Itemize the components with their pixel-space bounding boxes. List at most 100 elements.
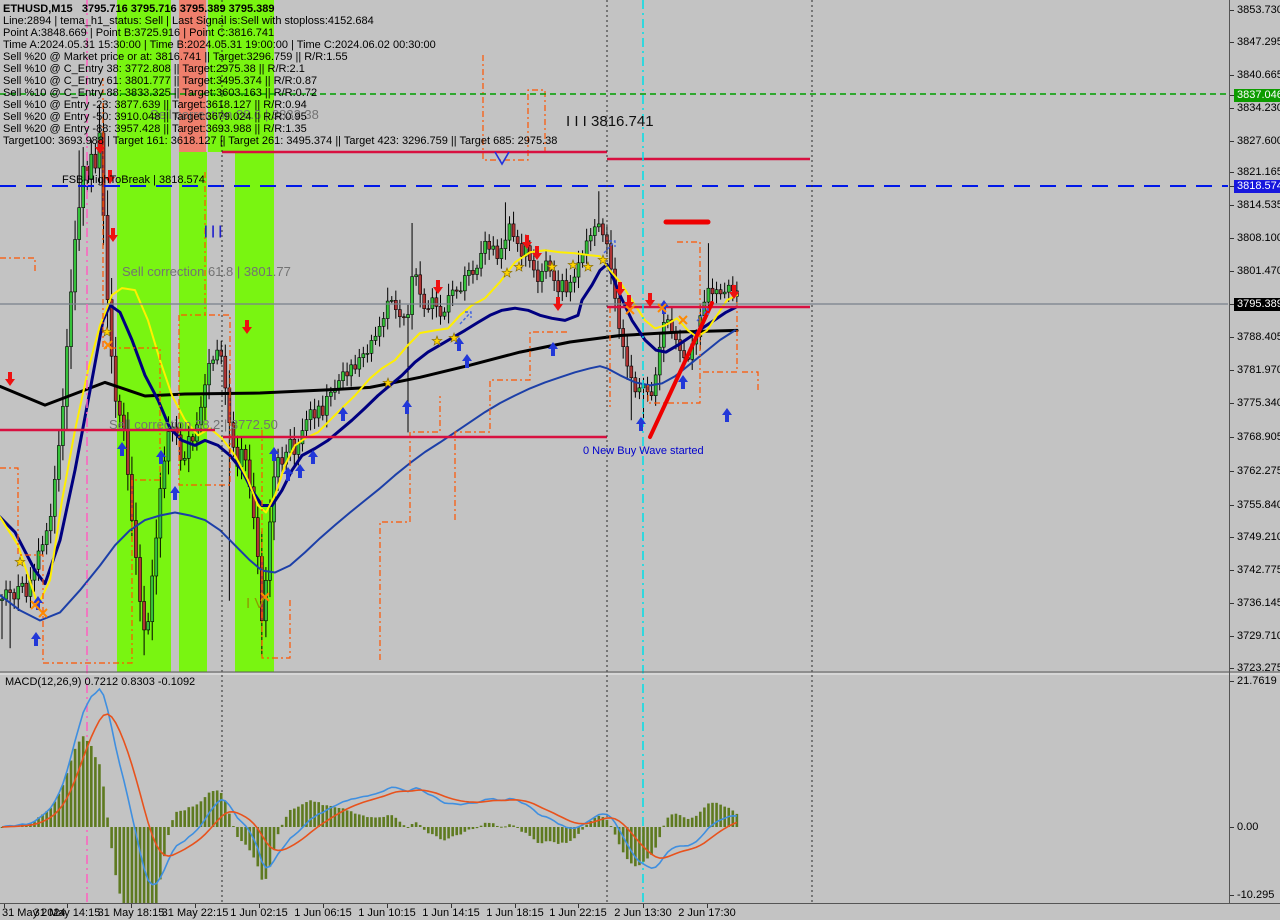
price-axis-label: -10.295 xyxy=(1237,889,1275,901)
macd-histogram-bar xyxy=(536,827,540,843)
orange-dashed-path xyxy=(0,78,161,664)
buy-arrow-icon xyxy=(678,375,688,389)
strategy-info-line: Sell %10 @ Entry -23: 3877.639 || Target… xyxy=(3,99,307,111)
macd-histogram-bar xyxy=(621,827,625,853)
time-axis-label: 31 May 18:15 xyxy=(97,907,165,919)
macd-histogram-bar xyxy=(605,819,609,827)
macd-histogram-bar xyxy=(370,817,373,827)
macd-indicator-label: MACD(12,26,9) 0.7212 0.8303 -0.1092 xyxy=(5,676,196,688)
dashed-arrow-icon xyxy=(459,311,472,325)
macd-histogram-bar xyxy=(313,801,316,827)
x-mark-icon xyxy=(260,592,270,602)
star-icon xyxy=(501,266,513,278)
macd-histogram-bar xyxy=(329,805,333,827)
macd-histogram-bar xyxy=(215,790,219,827)
macd-histogram-bar xyxy=(345,810,349,827)
sell-arrow-icon xyxy=(95,140,105,154)
price-axis-label: 21.7619 xyxy=(1237,675,1277,687)
price-tick xyxy=(1230,471,1234,472)
macd-line xyxy=(1,687,737,886)
macd-histogram-bar xyxy=(402,825,406,827)
macd-histogram-bar xyxy=(398,821,402,827)
highlight-bands xyxy=(117,0,274,672)
price-axis-label: 3821.165 xyxy=(1237,166,1280,178)
macd-histogram-bar xyxy=(463,827,467,832)
macd-histogram-bar xyxy=(528,827,532,836)
strategy-info-line: Sell %20 @ Entry -50: 3910.048 || Target… xyxy=(3,111,307,123)
star-icon xyxy=(582,260,594,272)
macd-histogram-bar xyxy=(467,827,471,830)
star-icon xyxy=(448,331,460,343)
macd-histogram-bar xyxy=(666,817,670,827)
macd-histogram-bar xyxy=(126,827,130,903)
x-mark-icon xyxy=(103,340,113,350)
macd-histogram-bar xyxy=(90,745,93,827)
time-tick xyxy=(195,904,196,908)
macd-histogram-bar xyxy=(321,805,325,827)
sell-arrow-icon xyxy=(729,285,739,299)
macd-histogram-bar xyxy=(81,736,85,827)
macd-histogram-bar xyxy=(422,827,426,830)
orange-dashed-path xyxy=(703,302,738,373)
macd-pane[interactable] xyxy=(0,687,739,920)
macd-histogram-bar xyxy=(378,817,381,827)
macd-histogram-bar xyxy=(122,827,126,903)
buy-arrow-icon xyxy=(156,450,166,464)
macd-histogram-bar xyxy=(353,813,357,827)
buy-arrow-icon xyxy=(308,450,318,464)
orange-dashed-path xyxy=(379,396,441,660)
macd-histogram-bar xyxy=(305,802,308,827)
x-mark-icon xyxy=(625,305,635,315)
price-tick xyxy=(1230,42,1234,43)
macd-histogram-bar xyxy=(565,827,568,843)
macd-histogram-bar xyxy=(0,827,4,828)
macd-histogram-bar xyxy=(228,813,231,827)
macd-histogram-bar xyxy=(211,791,215,827)
price-axis-label: 3788.405 xyxy=(1237,331,1280,343)
time-band xyxy=(179,0,206,152)
macd-histogram-bar xyxy=(617,827,621,845)
macd-histogram-bar xyxy=(601,817,605,827)
macd-histogram-bar xyxy=(114,827,117,876)
macd-histogram-bar xyxy=(589,821,592,827)
macd-histogram-bar xyxy=(301,804,304,827)
price-axis[interactable]: 3853.730 3847.295 3840.665 3837.046 3834.230… xyxy=(1229,0,1280,903)
buy-arrow-icon xyxy=(636,417,646,431)
macd-histogram-bar xyxy=(512,825,515,827)
macd-histogram-bar xyxy=(548,827,552,842)
buy-arrow-icon xyxy=(117,442,127,456)
x-mark-icon xyxy=(678,315,688,325)
macd-histogram-bar xyxy=(146,827,150,903)
macd-histogram-bar xyxy=(276,827,280,835)
orange-dashed-path xyxy=(454,331,570,520)
macd-histogram-bar xyxy=(349,811,353,827)
macd-histogram-bar xyxy=(134,827,138,903)
price-axis-label: 3755.840 xyxy=(1237,499,1280,511)
strategy-info-line: Time A:2024.05.31 15:30:00 | Time B:2024… xyxy=(3,39,436,51)
macd-histogram-bar xyxy=(98,764,101,827)
macd-histogram-bar xyxy=(703,807,706,827)
price-axis-label: 3775.340 xyxy=(1237,397,1280,409)
macd-histogram-bar xyxy=(597,815,601,827)
chart-text-label: I I I 3816.741 xyxy=(566,113,654,130)
time-axis-label: 1 Jun 02:15 xyxy=(230,907,288,919)
macd-histogram-bar xyxy=(159,827,162,880)
price-level-badge: 3818.574 xyxy=(1234,180,1280,193)
sell-arrow-icon xyxy=(5,372,15,386)
sell-arrow-icon xyxy=(105,170,115,184)
price-axis-label: 3768.905 xyxy=(1237,431,1280,443)
macd-histogram-bar xyxy=(73,748,77,827)
macd-histogram-bar xyxy=(642,827,645,862)
sell-arrow-icon xyxy=(645,293,655,307)
macd-histogram-bar xyxy=(333,807,337,827)
macd-histogram-bar xyxy=(150,827,154,903)
red-trendline[interactable] xyxy=(648,301,714,439)
price-tick xyxy=(1230,668,1234,669)
strategy-info-line: Target100: 3693.988 | Target 161: 3618.1… xyxy=(3,135,558,147)
price-tick xyxy=(1230,681,1234,682)
time-axis[interactable]: 31 May 2024 31 May 14:15 31 May 18:15 31 Ma… xyxy=(0,903,1280,920)
price-axis-label: 3729.710 xyxy=(1237,630,1280,642)
macd-histogram-bar xyxy=(491,823,495,827)
v-check-icon xyxy=(494,151,510,166)
